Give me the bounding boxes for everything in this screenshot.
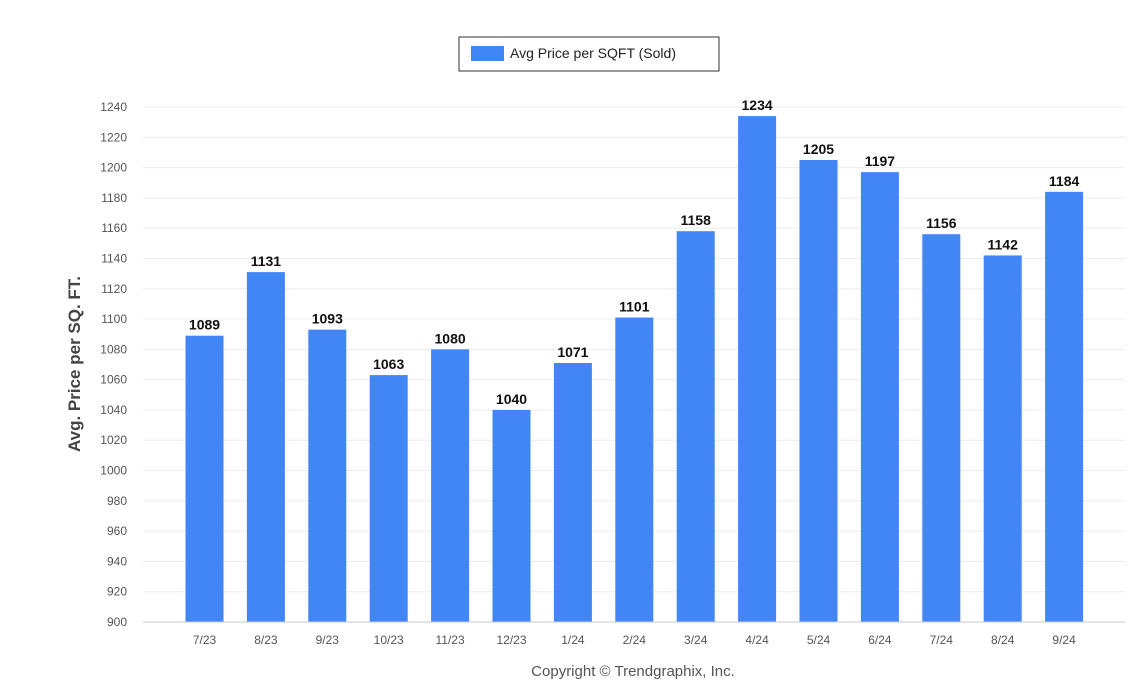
bar[interactable] [922, 234, 961, 622]
legend-swatch [471, 46, 504, 61]
y-tick-label: 1200 [100, 161, 127, 175]
x-tick-label: 10/23 [374, 633, 404, 647]
bar[interactable] [431, 349, 470, 622]
x-tick-label: 6/24 [868, 633, 892, 647]
bar-value-label: 1080 [435, 330, 466, 346]
bar[interactable] [369, 375, 408, 622]
bar-value-label: 1071 [557, 344, 588, 360]
y-tick-label: 1020 [100, 433, 127, 447]
y-tick-label: 1100 [101, 312, 127, 326]
y-tick-label: 1180 [101, 191, 127, 205]
bar[interactable] [246, 272, 285, 622]
y-tick-label: 960 [107, 524, 127, 538]
bar-value-label: 1101 [619, 299, 650, 315]
x-tick-label: 2/24 [623, 633, 647, 647]
bar-value-label: 1093 [312, 311, 343, 327]
bar-value-label: 1158 [681, 212, 712, 228]
y-tick-label: 980 [107, 494, 127, 508]
bar[interactable] [676, 231, 715, 623]
legend-label: Avg Price per SQFT (Sold) [510, 45, 676, 61]
bar[interactable] [492, 409, 531, 622]
y-tick-label: 1140 [101, 251, 127, 265]
copyright-text: Copyright © Trendgraphix, Inc. [531, 663, 735, 680]
bar[interactable] [738, 116, 777, 623]
y-tick-label: 1000 [100, 464, 127, 478]
bar[interactable] [308, 329, 347, 622]
bar[interactable] [799, 160, 838, 622]
x-tick-label: 5/24 [807, 633, 831, 647]
bars [185, 116, 1084, 623]
y-tick-label: 1240 [100, 100, 127, 114]
x-tick-label: 9/24 [1052, 633, 1076, 647]
y-axis-title: Avg. Price per SQ. FT. [65, 276, 84, 452]
x-tick-label: 8/24 [991, 633, 1015, 647]
y-tick-label: 1120 [101, 282, 127, 296]
bar-value-label: 1063 [373, 356, 404, 372]
bar[interactable] [983, 255, 1022, 623]
bar-value-label: 1234 [742, 97, 773, 113]
bar-value-label: 1156 [926, 215, 957, 231]
x-tick-label: 8/23 [254, 633, 278, 647]
x-axis-ticks: 7/23 8/23 9/23 10/23 11/23 12/23 1/24 2/24 3/24 4… [193, 633, 1076, 647]
bar[interactable] [185, 335, 224, 622]
y-tick-label: 1220 [100, 130, 127, 144]
x-tick-label: 11/23 [436, 633, 465, 647]
x-tick-label: 7/23 [193, 633, 217, 647]
x-tick-label: 9/23 [316, 633, 340, 647]
x-tick-label: 4/24 [745, 633, 769, 647]
bar-value-label: 1142 [988, 236, 1019, 252]
y-tick-label: 900 [107, 615, 127, 629]
y-tick-label: 1080 [100, 342, 127, 356]
bar-value-label: 1197 [865, 153, 896, 169]
y-tick-label: 940 [107, 554, 127, 568]
bar-value-label: 1184 [1049, 173, 1080, 189]
bar[interactable] [553, 362, 592, 622]
y-tick-label: 1040 [100, 403, 127, 417]
bar-value-label: 1205 [803, 141, 834, 157]
x-tick-label: 1/24 [561, 633, 585, 647]
bar-value-label: 1131 [251, 253, 282, 269]
bar[interactable] [615, 317, 654, 622]
x-tick-label: 3/24 [684, 633, 708, 647]
y-axis-ticks: 900 920 940 960 980 1000 1020 1040 1060 1080 1100 1… [100, 100, 127, 629]
x-tick-label: 7/24 [930, 633, 954, 647]
legend[interactable]: Avg Price per SQFT (Sold) [458, 36, 720, 72]
y-tick-label: 920 [107, 585, 127, 599]
bar[interactable] [1045, 191, 1084, 622]
bar-value-label: 1040 [496, 391, 527, 407]
data-labels: 1089 1131 1093 1063 1080 1040 1071 1101 1158 1234… [189, 97, 1080, 407]
bar[interactable] [860, 172, 899, 622]
x-tick-label: 12/23 [496, 633, 526, 647]
y-tick-label: 1160 [101, 221, 127, 235]
bar-value-label: 1089 [189, 317, 220, 333]
y-tick-label: 1060 [100, 373, 127, 387]
